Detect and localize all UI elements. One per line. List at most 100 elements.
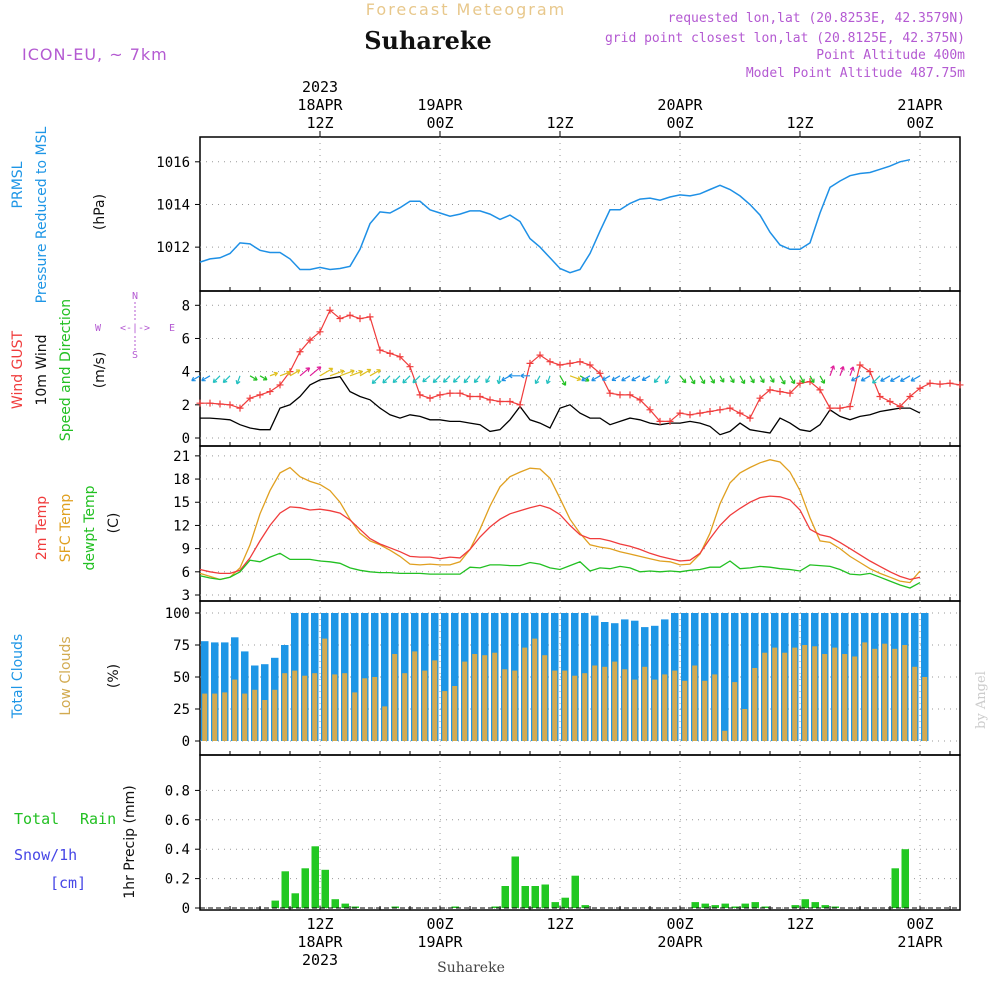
gust-marker [446, 389, 454, 397]
bar-low-clouds [462, 661, 468, 741]
bar-low-clouds [422, 670, 428, 741]
wind-direction-arrow [259, 375, 268, 381]
bar-rain [321, 869, 329, 908]
bar-rain [821, 905, 829, 908]
bottom-axis-label: 19APR [417, 933, 463, 951]
gust-marker [206, 399, 214, 407]
bar-low-clouds [862, 642, 868, 741]
bar-low-clouds [232, 679, 238, 741]
gust-marker [916, 384, 924, 392]
wind-direction-arrow [201, 375, 211, 382]
bar-low-clouds [822, 654, 828, 741]
gust-marker [376, 346, 384, 354]
bar-rain [811, 902, 819, 908]
bar-rain [351, 906, 359, 908]
bar-low-clouds [762, 652, 768, 741]
gust-marker [246, 394, 254, 402]
series-line-sfc-temp [199, 459, 921, 584]
bar-low-clouds [472, 654, 478, 741]
bar-low-clouds [712, 674, 718, 741]
bar-total-clouds [721, 613, 729, 741]
wind-direction-arrow [699, 375, 706, 385]
y-tick-label: 50 [173, 670, 190, 686]
bar-low-clouds [912, 666, 918, 741]
bar-low-clouds [692, 665, 698, 741]
bar-rain [561, 897, 569, 908]
bottom-axis-label: 12Z [546, 915, 573, 933]
bar-low-clouds [292, 670, 298, 741]
gust-marker [576, 358, 584, 366]
chart-title: Forecast Meteogram [366, 0, 566, 19]
bar-rain [551, 902, 559, 908]
bottom-axis-label: 2023 [302, 951, 338, 969]
bar-low-clouds [282, 673, 288, 741]
compass-s: S [132, 350, 138, 361]
y-tick-label: 1014 [156, 197, 190, 213]
label-snow: Snow/1h [14, 846, 77, 864]
gust-marker [906, 393, 914, 401]
label-total-clouds: Total Clouds [10, 634, 26, 719]
wind-direction-arrow [910, 375, 921, 382]
wind-direction-arrow [759, 375, 765, 384]
bar-rain [751, 902, 759, 908]
label-total: Total [14, 810, 59, 828]
panel-precip: 0 0.2 0.4 0.6 0.8 [165, 754, 961, 917]
gust-marker [796, 379, 804, 387]
wind-direction-arrow [369, 369, 381, 377]
bottom-axis-label: 20APR [657, 933, 703, 951]
bar-low-clouds [412, 651, 418, 741]
wind-direction-arrow [319, 367, 334, 377]
gust-marker [426, 394, 434, 402]
bar-rain [731, 906, 739, 908]
gust-marker [366, 313, 374, 321]
top-axis-label: 21APR [897, 96, 943, 114]
y-tick-label: 8 [182, 298, 190, 314]
bar-rain [341, 903, 349, 908]
bar-rain [721, 903, 729, 908]
bottom-axis-label: 18APR [297, 933, 343, 951]
wind-direction-arrow [371, 375, 381, 385]
wind-direction-arrow [212, 375, 221, 384]
y-tick-label: 3 [182, 588, 190, 604]
gust-marker [956, 381, 964, 389]
wind-direction-arrow [719, 375, 725, 383]
point-altitude: Point Altitude 400m [816, 48, 965, 63]
bar-low-clouds [482, 655, 488, 741]
bar-total-clouds [201, 641, 209, 741]
bar-rain [581, 905, 589, 908]
bar-rain [511, 856, 519, 908]
wind-direction-arrow [653, 375, 661, 384]
gust-marker [786, 389, 794, 397]
wind-direction-arrow [289, 369, 301, 377]
label-1hr-precip: 1hr Precip (mm) [122, 785, 138, 898]
bar-total-clouds [361, 613, 369, 741]
wind-direction-arrow [191, 375, 201, 382]
compass-w: W [95, 323, 102, 334]
model-altitude: Model Point Altitude 487.75m [746, 66, 965, 81]
y-tick-label: 15 [173, 495, 190, 511]
gust-marker [546, 358, 554, 366]
wind-direction-arrow [839, 366, 845, 377]
wind-direction-arrow [392, 375, 401, 384]
gust-marker [356, 315, 364, 323]
gust-marker [266, 388, 274, 396]
bar-low-clouds [922, 677, 928, 741]
gust-marker [336, 315, 344, 323]
wind-direction-arrow [299, 367, 311, 377]
pressure-panel-labels: PRMSL Pressure Reduced to MSL (hPa) [10, 126, 108, 303]
bar-rain [541, 884, 549, 908]
gust-marker [306, 336, 314, 344]
bar-low-clouds [772, 647, 778, 741]
wind-direction-arrow [679, 375, 687, 384]
wind-direction-arrow [545, 375, 551, 385]
wind-direction-arrow [809, 375, 815, 384]
top-axis-label: 2023 [302, 78, 338, 96]
bar-low-clouds [382, 706, 388, 741]
bar-rain [301, 868, 309, 908]
wind-direction-arrow [473, 375, 481, 384]
gust-marker [316, 328, 324, 336]
gust-marker [866, 368, 874, 376]
compass-arrows: <-|-> [120, 323, 150, 334]
gust-marker [296, 348, 304, 356]
gust-marker [696, 409, 704, 417]
